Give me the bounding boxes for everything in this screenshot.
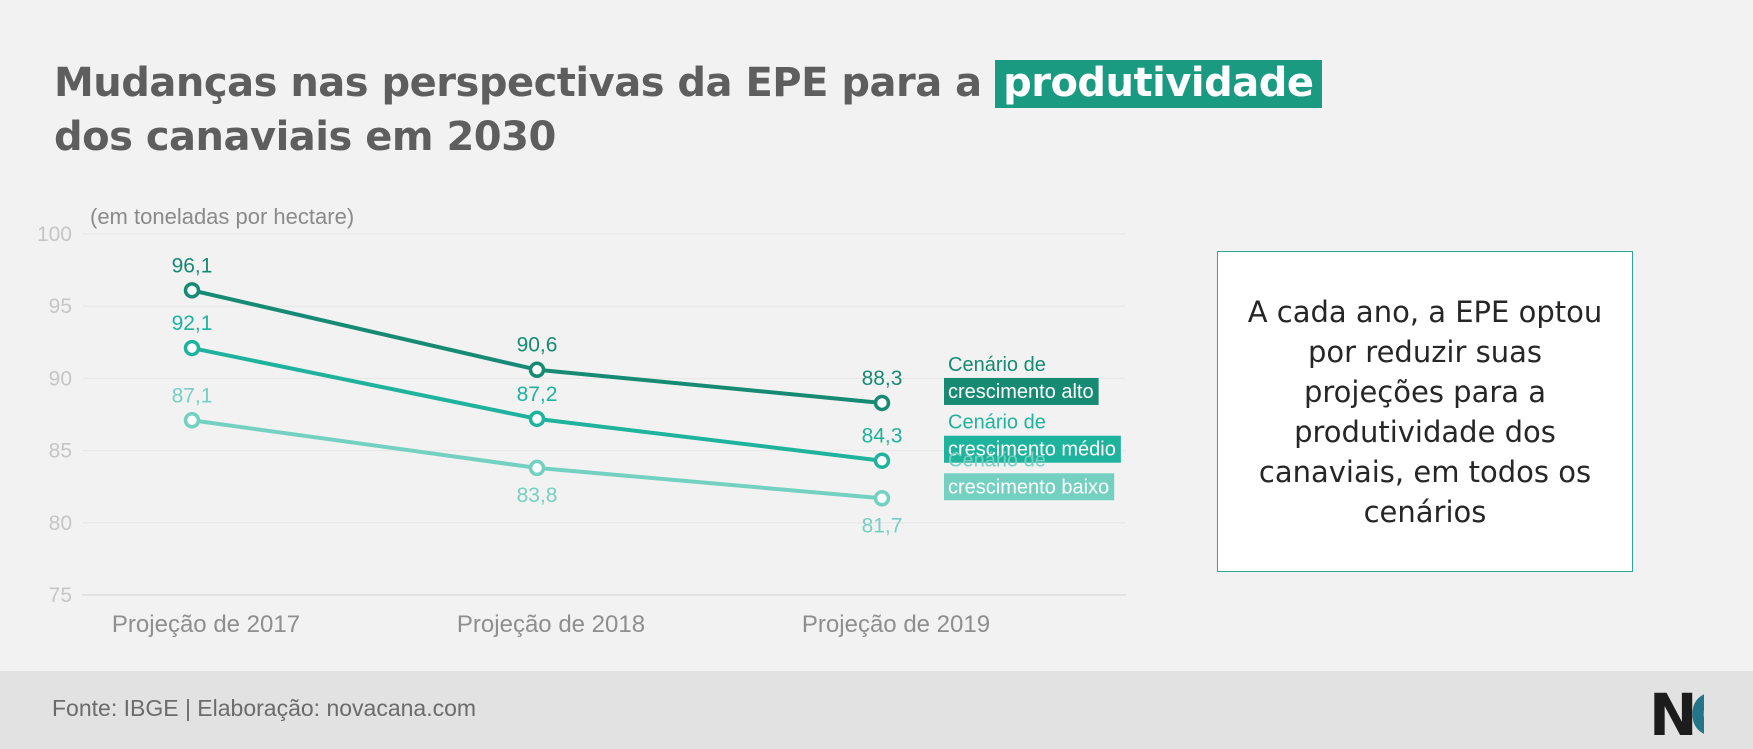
data-point-medio <box>528 410 546 428</box>
info-box: A cada ano, a EPE optou por reduzir suas… <box>1217 251 1633 572</box>
title-highlight: produtividade <box>995 60 1322 108</box>
data-point-alto <box>183 282 201 299</box>
x-tick-label: Projeção de 2018 <box>457 611 645 638</box>
legend-badge-label-baixo: crescimento baixo <box>948 476 1109 498</box>
data-point-alto <box>528 361 546 378</box>
legend-label-alto: Cenário de <box>948 354 1046 376</box>
x-tick-label: Projeção de 2019 <box>802 611 990 638</box>
source-text: Fonte: IBGE | Elaboração: novacana.com <box>52 695 477 721</box>
logo-text: NC <box>1649 683 1704 739</box>
legend-label-medio: Cenário de <box>948 412 1046 434</box>
data-point-baixo <box>873 490 891 507</box>
legend-label-baixo: Cenário de <box>948 449 1046 471</box>
data-point-alto <box>873 394 891 412</box>
chart-title: Mudanças nas perspectivas da EPE para a … <box>54 56 1322 164</box>
title-line-2: dos canaviais em 2030 <box>54 114 556 160</box>
data-label-baixo: 83,8 <box>517 484 558 507</box>
data-label-alto: 96,1 <box>172 254 213 277</box>
novacana-logo: NC <box>1649 683 1704 739</box>
data-label-baixo: 81,7 <box>862 514 903 537</box>
data-label-medio: 84,3 <box>862 425 903 448</box>
x-tick-label: Projeção de 2017 <box>112 611 300 638</box>
line-chart: (em toneladas por hectare) 100 95 90 85 80 75 P… <box>37 204 1126 638</box>
legend-badge-medio <box>944 435 1121 463</box>
legend-badge-baixo <box>944 473 1115 501</box>
y-tick-label: 95 <box>49 295 72 318</box>
data-label-medio: 87,2 <box>517 383 558 406</box>
data-point-medio <box>873 452 891 469</box>
y-tick-label: 80 <box>49 512 72 535</box>
info-box-text: A cada ano, a EPE optou por reduzir suas… <box>1247 294 1603 529</box>
y-tick-label: 90 <box>49 367 72 390</box>
title-text: Mudanças nas perspectivas da EPE para a <box>54 60 982 106</box>
data-point-medio <box>183 339 201 357</box>
data-label-alto: 90,6 <box>517 334 558 357</box>
legend-badge-label-medio: crescimento médio <box>948 439 1116 461</box>
data-label-alto: 88,3 <box>862 367 903 390</box>
data-point-baixo <box>183 412 201 429</box>
y-tick-label: 85 <box>49 440 72 463</box>
data-label-medio: 92,1 <box>172 312 213 335</box>
chart-subtitle: (em toneladas por hectare) <box>90 204 354 229</box>
footer: Fonte: IBGE | Elaboração: novacana.com N… <box>0 671 1753 749</box>
legend-badge-label-alto: crescimento alto <box>948 381 1094 403</box>
legend-badge-alto <box>944 377 1099 405</box>
data-label-baixo: 87,1 <box>172 384 213 407</box>
y-tick-label: 100 <box>37 223 72 246</box>
data-point-baixo <box>528 459 546 477</box>
y-tick-label: 75 <box>49 584 72 607</box>
